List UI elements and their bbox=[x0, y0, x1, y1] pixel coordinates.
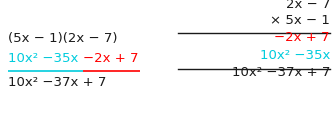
Text: × 5x − 1: × 5x − 1 bbox=[270, 14, 330, 27]
Text: 10x² −37x + 7: 10x² −37x + 7 bbox=[8, 75, 106, 88]
Text: (5x − 1)(2x − 7): (5x − 1)(2x − 7) bbox=[8, 32, 118, 45]
Text: 10x² −37x + 7: 10x² −37x + 7 bbox=[231, 65, 330, 78]
Text: −2x + 7: −2x + 7 bbox=[275, 31, 330, 44]
Text: −2x + 7: −2x + 7 bbox=[83, 52, 139, 64]
Text: 2x − 7: 2x − 7 bbox=[286, 0, 330, 11]
Text: 10x² −35x: 10x² −35x bbox=[260, 49, 330, 61]
Text: 10x² −35x: 10x² −35x bbox=[8, 52, 82, 64]
